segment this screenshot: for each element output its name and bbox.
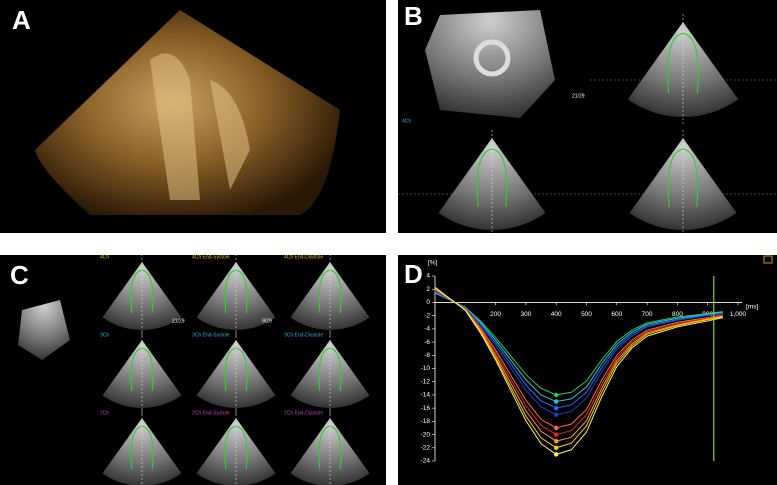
series-line <box>434 292 723 396</box>
myocardium-trace <box>667 32 699 94</box>
echo-3d-walls <box>150 53 250 201</box>
view-label: 2Ch End-Systole <box>192 410 230 416</box>
min-point <box>554 399 559 404</box>
series-line <box>434 290 723 416</box>
y-tick-label: -20 <box>421 431 431 438</box>
myocardium-trace <box>476 148 508 208</box>
min-point <box>554 412 559 417</box>
x-tick-label: 300 <box>520 311 531 318</box>
series-line <box>434 288 723 442</box>
min-point <box>554 392 559 398</box>
min-point <box>554 452 559 457</box>
min-point <box>554 432 559 437</box>
y-tick-label: 2 <box>426 286 430 293</box>
view-label: 4Ch End-Diastole <box>284 254 323 260</box>
view-label: 3Ch <box>100 332 109 338</box>
y-tick-label: -14 <box>421 392 431 399</box>
view-label: 2Ch <box>100 410 109 416</box>
echo-sector <box>627 22 739 118</box>
view-label: 3Ch End-Diastole <box>284 332 323 338</box>
x-tick-label: 500 <box>581 311 592 318</box>
frame-label: 9/29 <box>262 318 272 324</box>
x-tick-label: 1,000 <box>730 311 747 318</box>
series-line <box>434 289 723 429</box>
short-axis-ring <box>473 39 511 77</box>
y-tick-label: -22 <box>421 445 431 452</box>
panel-label: A <box>12 5 31 35</box>
view-label: 3Ch End-Systole <box>192 332 230 338</box>
series-line <box>434 288 723 436</box>
y-tick-label: -16 <box>421 405 431 412</box>
x-tick-label: 200 <box>490 311 501 318</box>
small-3d <box>18 300 70 360</box>
y-tick-label: -18 <box>421 418 431 425</box>
y-tick-label: 0 <box>426 299 430 306</box>
view-label: 4Ch <box>402 118 411 124</box>
x-axis-label: [ms] <box>746 304 758 311</box>
y-tick-label: -24 <box>421 458 431 465</box>
y-tick-label: -6 <box>424 339 430 346</box>
series-line <box>434 286 723 455</box>
min-point <box>554 438 559 444</box>
x-tick-label: 400 <box>551 311 562 318</box>
myocardium-trace <box>667 148 699 208</box>
panel-d <box>398 255 777 485</box>
y-tick-label: -8 <box>424 352 430 359</box>
y-tick-label: 4 <box>426 273 430 280</box>
panel-label: B <box>404 1 423 31</box>
y-tick-label: -12 <box>421 378 431 385</box>
view-label: 4Ch End-Systole <box>192 254 230 260</box>
frame-label: 21/29 <box>572 93 585 99</box>
series-line <box>434 292 723 403</box>
panel-label: D <box>404 259 423 289</box>
view-label: 4Ch <box>100 254 109 260</box>
x-tick-label: 700 <box>642 311 653 318</box>
series-line <box>434 291 723 409</box>
y-tick-label: -10 <box>421 365 431 372</box>
min-point <box>554 445 559 450</box>
x-tick-label: 600 <box>611 311 622 318</box>
min-point <box>554 425 559 431</box>
x-tick-label: 800 <box>672 311 683 318</box>
y-tick-label: -2 <box>424 312 430 319</box>
panel-label: C <box>10 260 29 290</box>
short-axis-view <box>425 10 555 118</box>
min-point <box>554 405 559 411</box>
corner-box <box>763 255 773 264</box>
y-tick-label: -4 <box>424 326 430 333</box>
series-line <box>434 287 723 449</box>
frame-label: 21/29 <box>172 318 185 324</box>
view-label: 2Ch End-Diastole <box>284 410 323 416</box>
y-axis-label: [%] <box>428 260 438 267</box>
